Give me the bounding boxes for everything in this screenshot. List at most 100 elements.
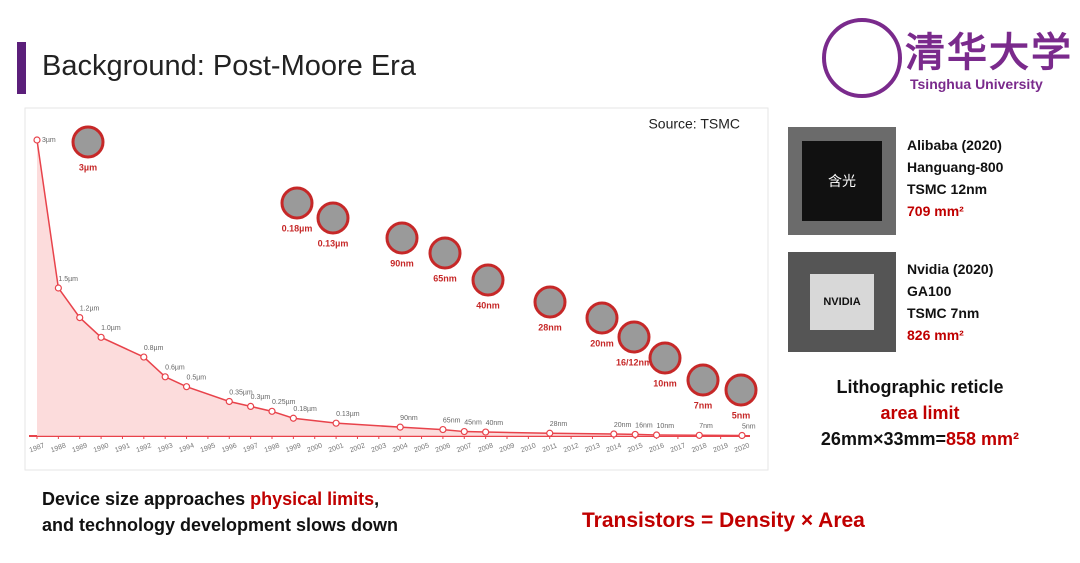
callout-image bbox=[280, 186, 314, 220]
x-tick-label: 2001 bbox=[328, 442, 345, 454]
value-label: 0.3µm bbox=[251, 394, 271, 401]
callout-image bbox=[428, 236, 462, 270]
title-accent bbox=[17, 42, 26, 94]
chip-line: GA100 bbox=[907, 283, 952, 299]
x-tick-label: 2014 bbox=[605, 442, 622, 454]
value-label: 0.8µm bbox=[144, 345, 164, 352]
chip-label: NVIDIA bbox=[810, 274, 874, 330]
x-tick-label: 2010 bbox=[520, 442, 537, 454]
chip-label: 含光 bbox=[802, 141, 882, 221]
point bbox=[738, 431, 746, 440]
point bbox=[97, 333, 105, 341]
formula: Transistors = Density × Area bbox=[582, 509, 865, 532]
point bbox=[33, 136, 41, 144]
callout-image bbox=[585, 301, 619, 335]
logo-en: Tsinghua University bbox=[910, 76, 1043, 92]
value-label: 0.35µm bbox=[229, 389, 253, 396]
chip-line: TSMC 12nm bbox=[907, 181, 988, 197]
x-tick-label: 1998 bbox=[264, 442, 281, 454]
value-label: 1.5µm bbox=[58, 276, 78, 283]
callout-label: 28nm bbox=[538, 322, 562, 332]
callout-label: 20nm bbox=[590, 338, 614, 348]
value-label: 16nm bbox=[635, 422, 653, 429]
logo-seal bbox=[822, 18, 902, 98]
x-tick-label: 2005 bbox=[413, 442, 430, 454]
x-tick-label: 2020 bbox=[734, 442, 751, 454]
point bbox=[225, 397, 233, 406]
callout-label: 0.13µm bbox=[318, 238, 349, 248]
value-label: 10nm bbox=[657, 423, 675, 430]
conclusion-line: Device size approaches physical limits, bbox=[42, 486, 398, 512]
point bbox=[631, 430, 639, 439]
x-tick-label: 1996 bbox=[221, 442, 238, 454]
reticle-area: 858 mm² bbox=[946, 429, 1020, 449]
x-tick-label: 2018 bbox=[691, 442, 708, 454]
x-tick-label: 2006 bbox=[435, 442, 452, 454]
area bbox=[37, 140, 742, 436]
chip-image: 含光 bbox=[788, 127, 896, 235]
chip-line: Nvidia (2020) bbox=[907, 261, 994, 277]
x-tick-label: 1989 bbox=[71, 442, 88, 454]
value-label: 3µm bbox=[42, 137, 56, 144]
value-label: 1.0µm bbox=[101, 325, 121, 332]
callout-label: 10nm bbox=[653, 378, 677, 388]
callout-image bbox=[316, 201, 350, 235]
point bbox=[54, 284, 62, 292]
line bbox=[36, 139, 743, 437]
chart-source: Source: TSMC bbox=[648, 116, 740, 132]
x-tick-label: 2013 bbox=[584, 442, 601, 454]
point bbox=[396, 423, 404, 431]
x-tick-label: 2017 bbox=[670, 442, 687, 454]
value-label: 0.6µm bbox=[165, 365, 185, 372]
x-tick-label: 2019 bbox=[712, 442, 729, 454]
x-tick-label: 2003 bbox=[370, 442, 387, 454]
conclusion: Device size approaches physical limits, … bbox=[42, 486, 398, 538]
x-tick-label: 1993 bbox=[157, 442, 174, 454]
x-tick-label: 2004 bbox=[392, 442, 409, 454]
value-label: 0.5µm bbox=[187, 375, 207, 382]
callout-label: 40nm bbox=[476, 300, 500, 310]
x-tick-label: 1992 bbox=[135, 442, 152, 454]
x-tick-label: 2011 bbox=[542, 442, 559, 454]
logo-cn: 清华大学 bbox=[905, 29, 1073, 76]
chip-area: 709 mm² bbox=[907, 203, 964, 219]
value-label: 0.13µm bbox=[336, 411, 360, 418]
value-label: 7nm bbox=[699, 423, 713, 430]
text: , bbox=[374, 489, 380, 509]
callout-label: 3µm bbox=[79, 162, 97, 172]
point bbox=[482, 428, 490, 436]
callout-label: 90nm bbox=[390, 258, 414, 268]
callout-image bbox=[385, 221, 419, 255]
callout-image bbox=[686, 363, 720, 397]
chip-line: TSMC 7nm bbox=[907, 305, 980, 321]
x-tick-label: 1995 bbox=[200, 442, 217, 454]
reticle-dims: 26mm×33mm= bbox=[820, 429, 947, 449]
highlight: physical limits bbox=[250, 489, 375, 509]
reticle-line: Lithographic reticle bbox=[836, 377, 1004, 397]
reticle-line: area limit bbox=[880, 403, 960, 423]
point bbox=[76, 314, 84, 322]
x-tick-label: 2012 bbox=[563, 442, 580, 454]
point bbox=[332, 419, 340, 427]
point bbox=[247, 402, 255, 410]
point bbox=[161, 373, 169, 381]
callout-image bbox=[71, 125, 105, 159]
x-tick-label: 2002 bbox=[349, 442, 366, 454]
value-label: 5nm bbox=[742, 423, 756, 430]
point bbox=[460, 427, 468, 436]
text: Device size approaches bbox=[42, 489, 251, 509]
x-tick-label: 1990 bbox=[93, 442, 110, 454]
reticle: Lithographic reticle area limit 26mm×33m… bbox=[790, 374, 1050, 452]
conclusion-line: and technology development slows down bbox=[42, 515, 399, 535]
x-tick-label: 2000 bbox=[306, 442, 323, 454]
value-label: 1.2µm bbox=[80, 305, 100, 312]
value-label: 40nm bbox=[486, 420, 504, 427]
callout-label: 7nm bbox=[694, 400, 713, 410]
chip-info: Alibaba (2020) Hanguang-800 TSMC 12nm 70… bbox=[907, 134, 1003, 222]
chip-line: Hanguang-800 bbox=[907, 159, 1004, 175]
x-tick-label: 1987 bbox=[29, 442, 46, 454]
x-tick-label: 2008 bbox=[477, 442, 494, 454]
point bbox=[182, 383, 191, 391]
x-tick-label: 2016 bbox=[648, 442, 665, 454]
